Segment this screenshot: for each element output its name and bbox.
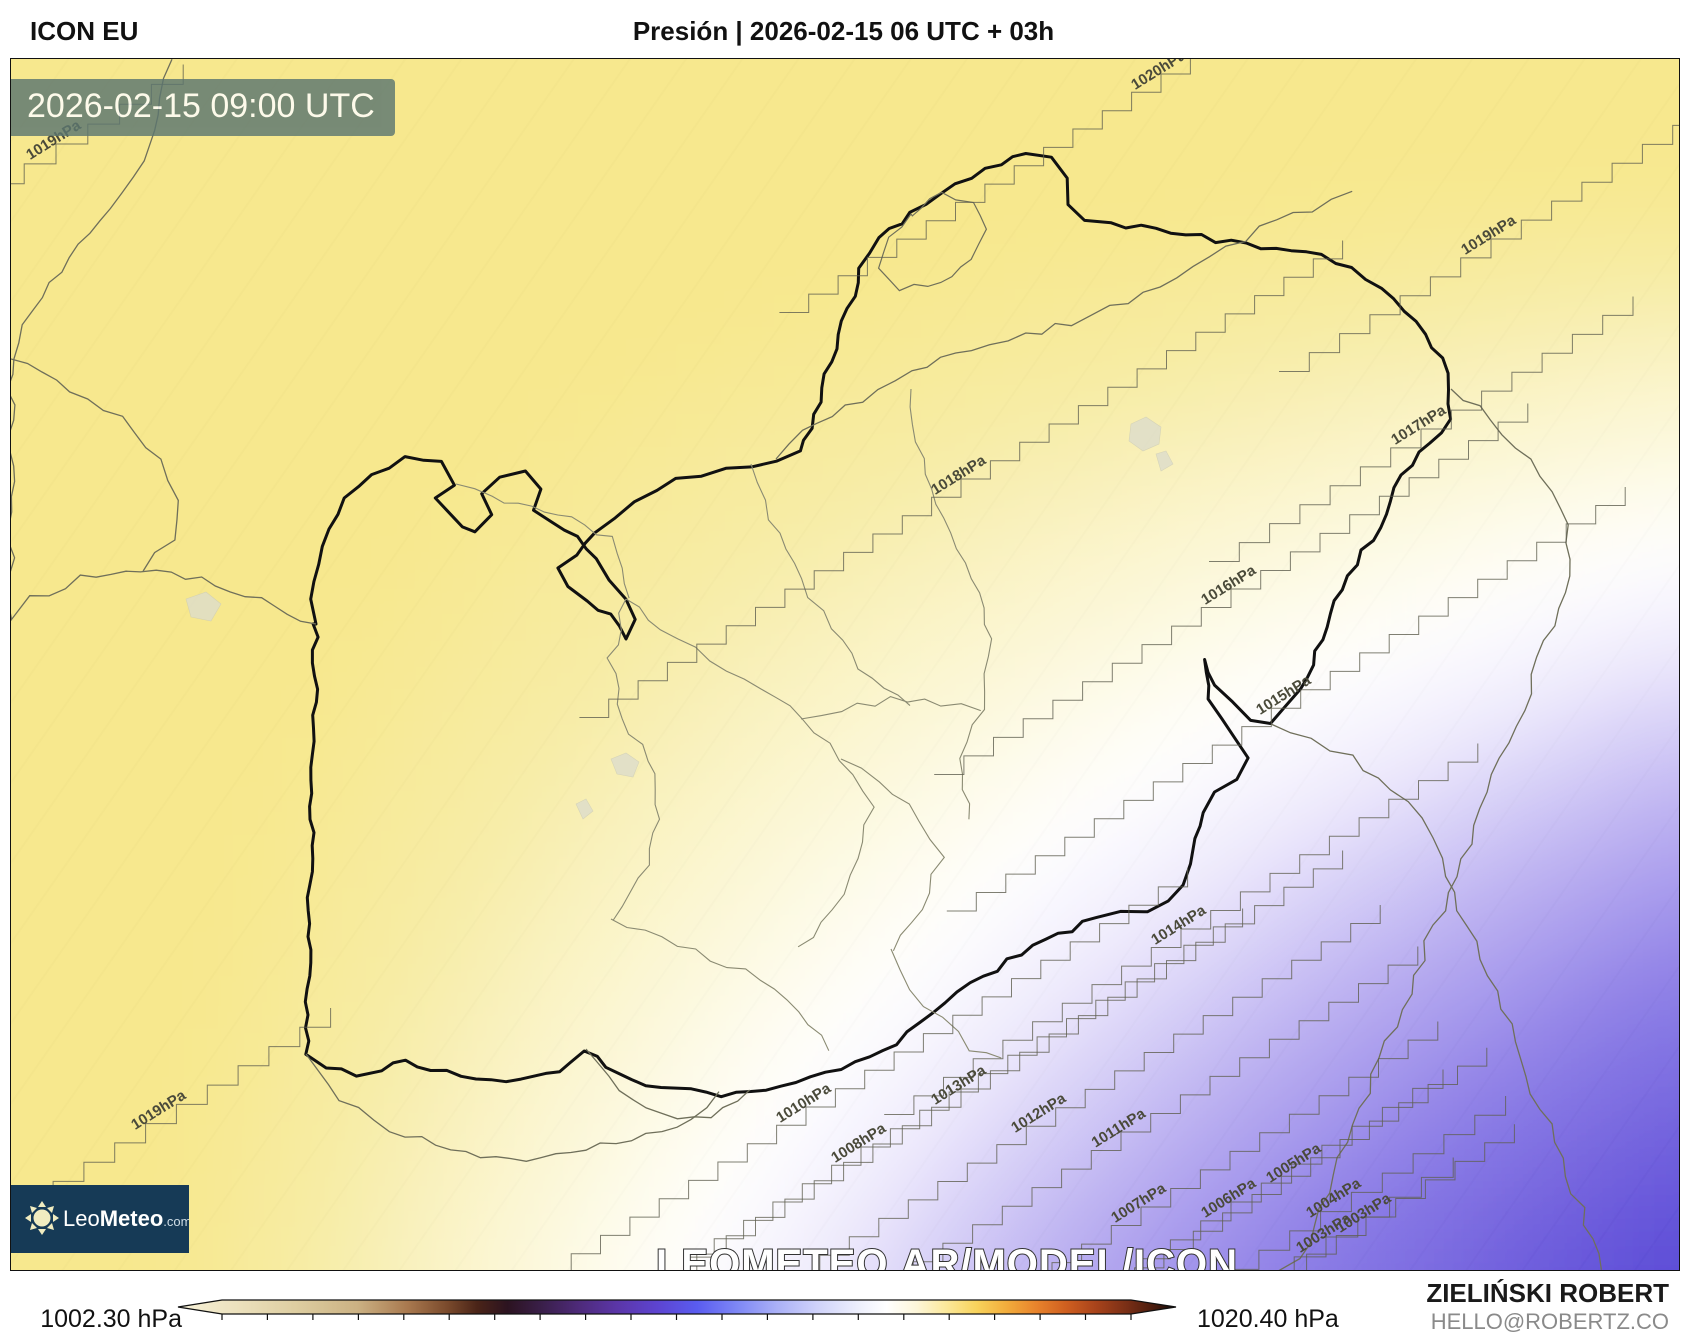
svg-text:1017hPa: 1017hPa [1388, 401, 1449, 448]
svg-text:1012hPa: 1012hPa [1008, 1089, 1069, 1136]
svg-text:1019hPa: 1019hPa [1458, 211, 1519, 258]
svg-text:1007hPa: 1007hPa [1108, 1179, 1169, 1226]
svg-text:1005hPa: 1005hPa [1263, 1139, 1324, 1186]
svg-text:1006hPa: 1006hPa [1198, 1174, 1259, 1221]
svg-text:1016hPa: 1016hPa [1198, 561, 1259, 608]
svg-text:1014hPa: 1014hPa [1148, 901, 1209, 948]
svg-text:1011hPa: 1011hPa [1089, 1105, 1149, 1152]
svg-text:1019hPa: 1019hPa [128, 1086, 189, 1133]
svg-text:1013hPa: 1013hPa [928, 1061, 989, 1108]
svg-text:1018hPa: 1018hPa [928, 451, 989, 498]
svg-text:1020hPa: 1020hPa [1128, 59, 1189, 94]
svg-text:1015hPa: 1015hPa [1253, 671, 1314, 718]
svg-text:1008hPa: 1008hPa [828, 1119, 889, 1166]
